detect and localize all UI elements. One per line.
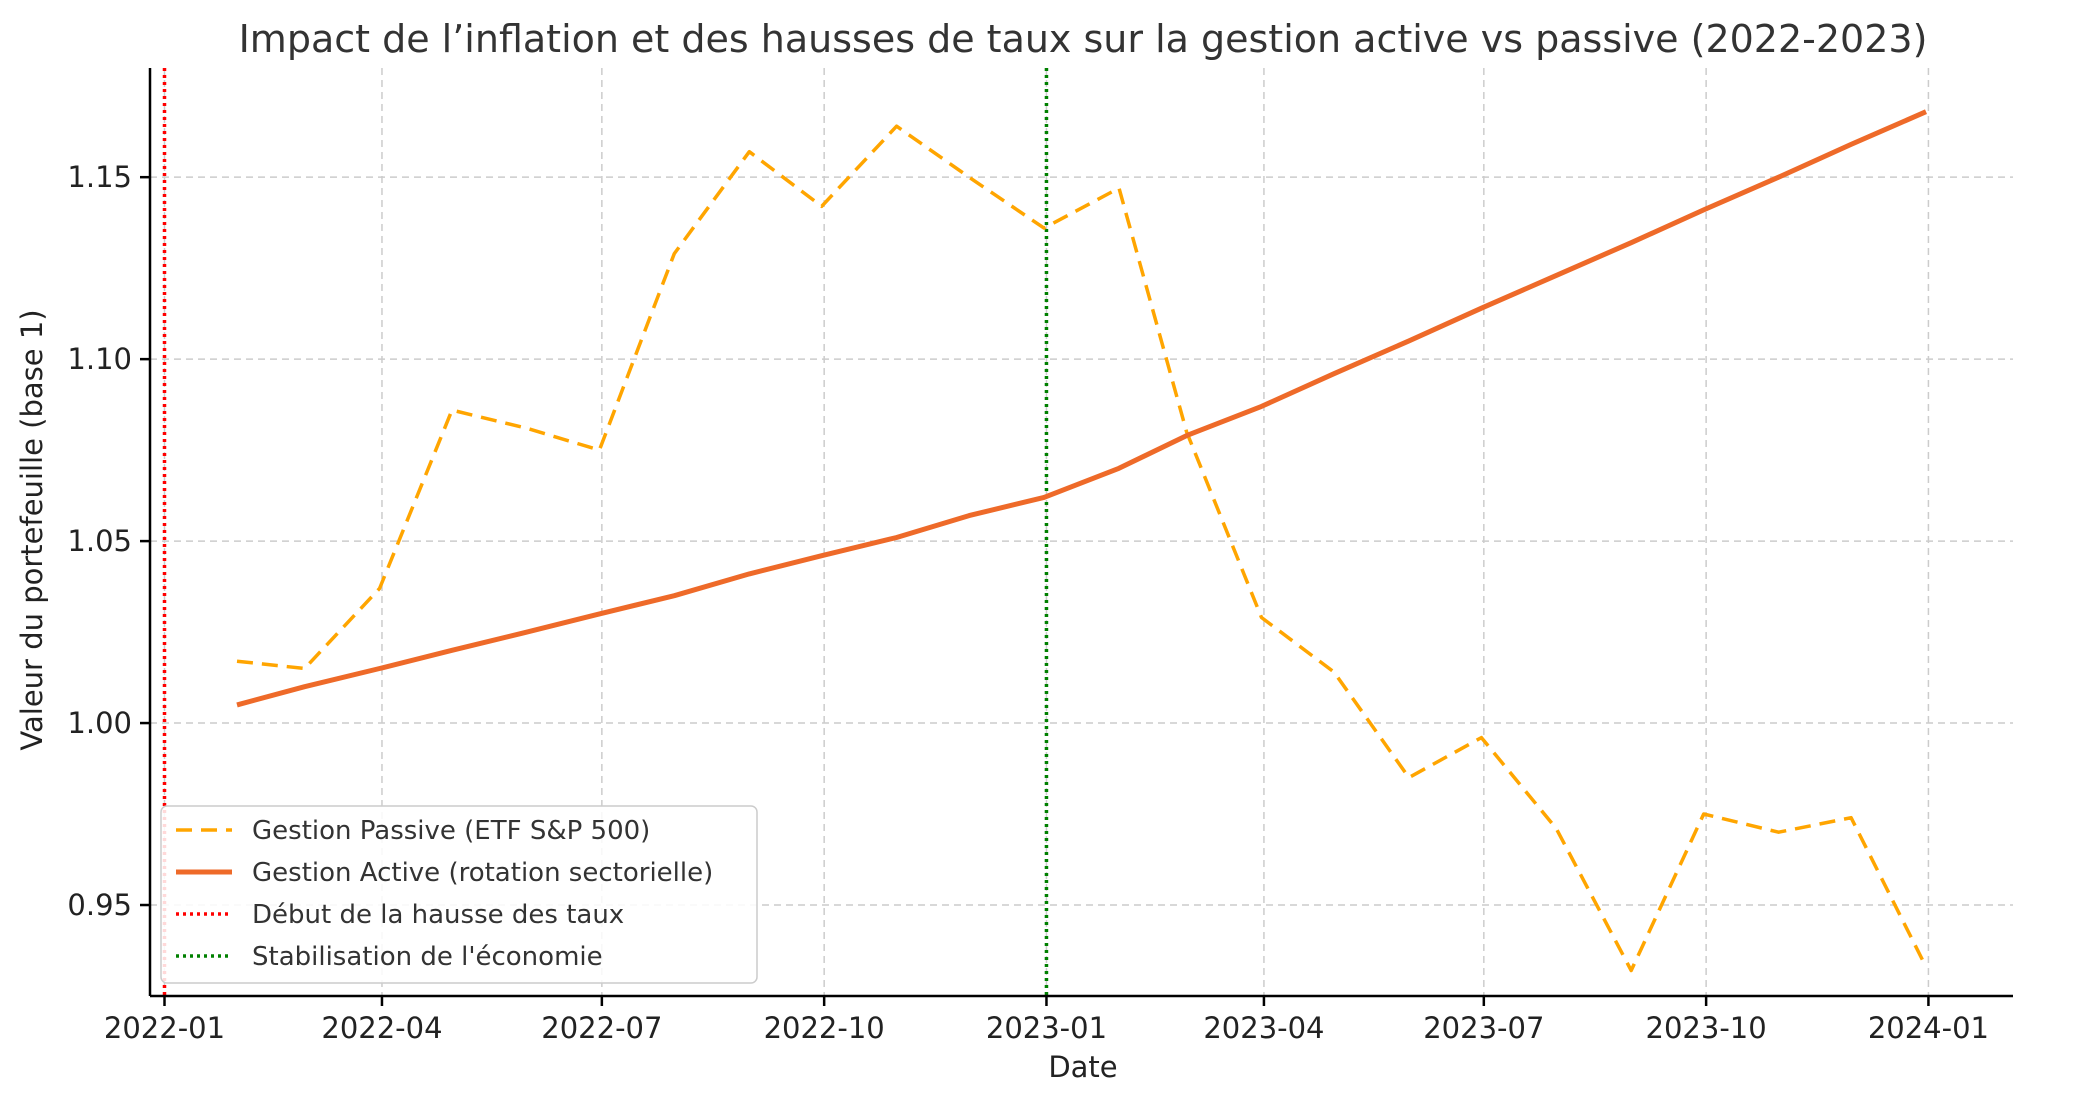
x-tick-label: 2023-07 xyxy=(1423,1011,1544,1045)
x-tick-label: 2023-10 xyxy=(1646,1011,1767,1045)
chart-title: Impact de l’inflation et des hausses de … xyxy=(239,17,1928,61)
legend-label-active: Gestion Active (rotation sectorielle) xyxy=(252,858,713,888)
x-tick-label: 2022-10 xyxy=(764,1011,885,1045)
x-tick-label: 2023-04 xyxy=(1203,1011,1324,1045)
series-line-passive xyxy=(236,124,1928,973)
y-axis-label: Valeur du portefeuille (base 1) xyxy=(15,309,49,750)
legend: Gestion Passive (ETF S&P 500) Gestion Act… xyxy=(160,805,758,984)
legend-box xyxy=(160,805,758,984)
series-lines xyxy=(236,109,1928,973)
y-tick-label: 1.15 xyxy=(67,160,132,194)
x-tick-label: 2023-01 xyxy=(986,1011,1107,1045)
x-axis-label: Date xyxy=(1048,1050,1117,1084)
x-tick-label: 2022-01 xyxy=(104,1011,225,1045)
legend-label-stabilisation: Stabilisation de l'économie xyxy=(252,942,603,972)
series-line-active xyxy=(236,109,1928,708)
axes: 2022-01 2022-04 2022-07 2022-10 2023-01 2023-… xyxy=(67,68,2013,1045)
y-tick-label: 1.10 xyxy=(67,342,132,376)
x-tick-label: 2022-07 xyxy=(541,1011,662,1045)
y-tick-label: 0.95 xyxy=(67,888,132,922)
x-tick-label: 2022-04 xyxy=(321,1011,442,1045)
reference-lines xyxy=(162,68,1049,996)
y-tick-label: 1.00 xyxy=(67,706,132,740)
legend-label-passive: Gestion Passive (ETF S&P 500) xyxy=(252,816,650,846)
legend-label-rate-hike: Début de la hausse des taux xyxy=(252,900,624,930)
x-tick-label: 2024-01 xyxy=(1868,1011,1989,1045)
y-tick-label: 1.05 xyxy=(67,524,132,558)
